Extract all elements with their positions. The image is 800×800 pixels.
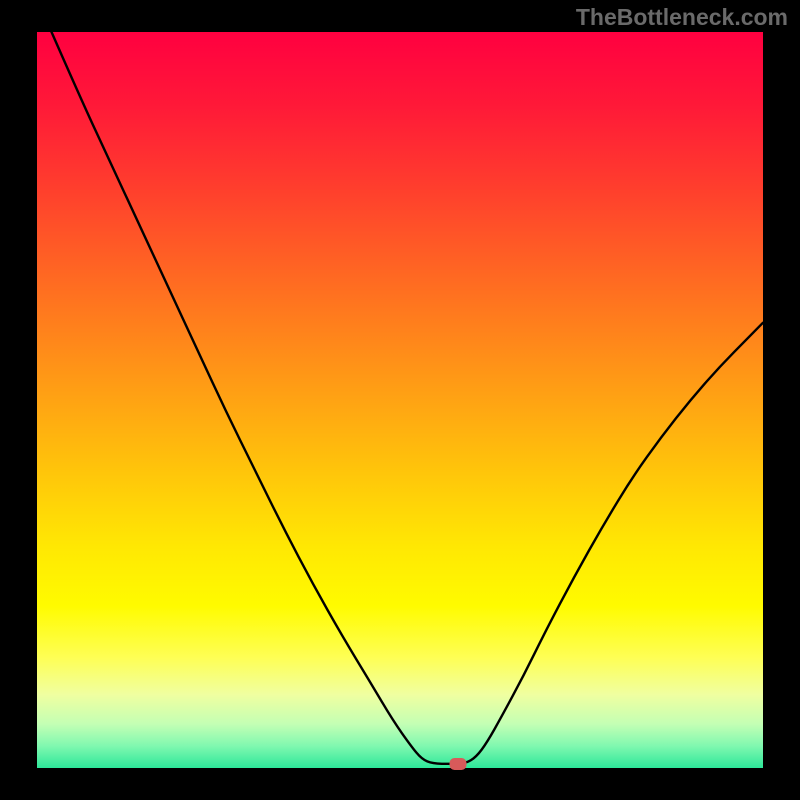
plot-area bbox=[37, 32, 763, 768]
optimal-point-marker bbox=[450, 758, 467, 770]
chart-container: TheBottleneck.com bbox=[0, 0, 800, 800]
watermark-text: TheBottleneck.com bbox=[576, 4, 788, 31]
bottleneck-curve bbox=[37, 32, 763, 768]
